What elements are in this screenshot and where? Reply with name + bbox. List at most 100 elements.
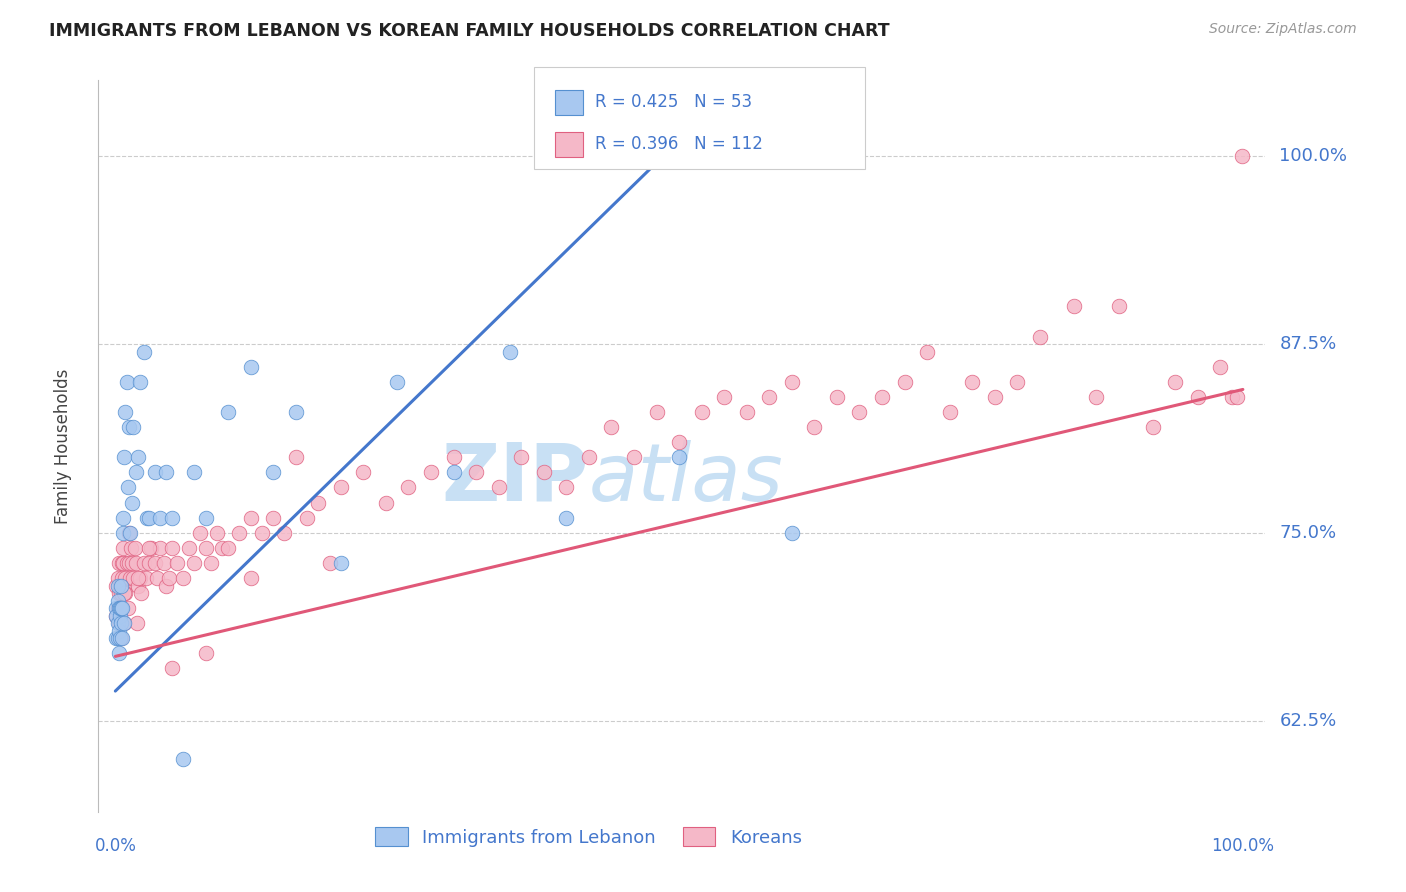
Point	[121, 495, 143, 509]
Point	[110, 601, 132, 615]
Point	[194, 541, 217, 555]
Point	[127, 578, 149, 592]
Point	[284, 405, 307, 419]
Point	[105, 601, 128, 615]
Text: IMMIGRANTS FROM LEBANON VS KOREAN FAMILY HOUSEHOLDS CORRELATION CHART: IMMIGRANTS FROM LEBANON VS KOREAN FAMILY…	[49, 22, 890, 40]
Point	[713, 390, 735, 404]
Text: 100.0%: 100.0%	[1212, 837, 1274, 855]
Point	[443, 450, 465, 465]
Point	[118, 420, 141, 434]
Point	[114, 571, 136, 585]
Point	[105, 608, 128, 623]
Point	[107, 632, 129, 646]
Point	[112, 510, 135, 524]
Point	[177, 541, 200, 555]
Point	[848, 405, 870, 419]
Point	[284, 450, 307, 465]
Point	[108, 632, 131, 646]
Point	[533, 466, 555, 480]
Text: 62.5%: 62.5%	[1279, 712, 1337, 731]
Point	[112, 586, 135, 600]
Point	[127, 450, 149, 465]
Point	[1230, 149, 1253, 163]
Point	[107, 646, 129, 660]
Point	[138, 510, 160, 524]
Point	[690, 405, 713, 419]
Point	[121, 556, 143, 570]
Point	[1142, 420, 1164, 434]
Point	[149, 510, 172, 524]
Point	[387, 375, 409, 389]
Point	[1063, 300, 1085, 314]
Point	[1108, 300, 1130, 314]
Point	[112, 541, 135, 555]
Point	[112, 616, 135, 631]
Point	[135, 571, 157, 585]
Point	[735, 405, 758, 419]
Point	[295, 510, 318, 524]
Point	[120, 541, 142, 555]
Point	[825, 390, 848, 404]
Point	[1085, 390, 1108, 404]
Point	[118, 525, 141, 540]
Point	[112, 450, 135, 465]
Text: 100.0%: 100.0%	[1279, 146, 1347, 165]
Point	[239, 359, 262, 374]
Point	[111, 556, 134, 570]
Point	[138, 541, 160, 555]
Text: R = 0.425   N = 53: R = 0.425 N = 53	[595, 94, 752, 112]
Text: Source: ZipAtlas.com: Source: ZipAtlas.com	[1209, 22, 1357, 37]
Point	[115, 556, 138, 570]
Point	[239, 510, 262, 524]
Text: 87.5%: 87.5%	[1279, 335, 1337, 353]
Point	[555, 480, 578, 494]
Point	[159, 571, 181, 585]
Point	[194, 510, 217, 524]
Text: R = 0.396   N = 112: R = 0.396 N = 112	[595, 136, 762, 153]
Point	[107, 556, 129, 570]
Point	[780, 375, 803, 389]
Point	[110, 586, 132, 600]
Legend: Immigrants from Lebanon, Koreans: Immigrants from Lebanon, Koreans	[368, 820, 808, 854]
Point	[118, 571, 141, 585]
Point	[112, 556, 135, 570]
Point	[107, 616, 129, 631]
Point	[110, 616, 132, 631]
Point	[307, 495, 329, 509]
Point	[122, 420, 145, 434]
Point	[110, 601, 132, 615]
Point	[160, 541, 183, 555]
Point	[146, 571, 169, 585]
Point	[217, 541, 239, 555]
Point	[352, 466, 374, 480]
Point	[374, 495, 396, 509]
Point	[125, 616, 148, 631]
Point	[188, 525, 211, 540]
Point	[107, 616, 129, 631]
Point	[1220, 390, 1243, 404]
Point	[1164, 375, 1187, 389]
Point	[250, 525, 273, 540]
Point	[153, 556, 176, 570]
Point	[758, 390, 780, 404]
Point	[108, 608, 131, 623]
Point	[105, 608, 128, 623]
Point	[105, 578, 128, 592]
Point	[194, 646, 217, 660]
Point	[318, 556, 340, 570]
Point	[155, 578, 177, 592]
Point	[200, 556, 222, 570]
Point	[107, 624, 129, 638]
Point	[112, 616, 135, 631]
Point	[111, 632, 134, 646]
Point	[1226, 390, 1249, 404]
Point	[135, 510, 157, 524]
Point	[915, 344, 938, 359]
Point	[984, 390, 1007, 404]
Point	[803, 420, 825, 434]
Point	[141, 541, 163, 555]
Text: 0.0%: 0.0%	[94, 837, 136, 855]
Point	[112, 525, 135, 540]
Point	[127, 571, 149, 585]
Point	[124, 466, 146, 480]
